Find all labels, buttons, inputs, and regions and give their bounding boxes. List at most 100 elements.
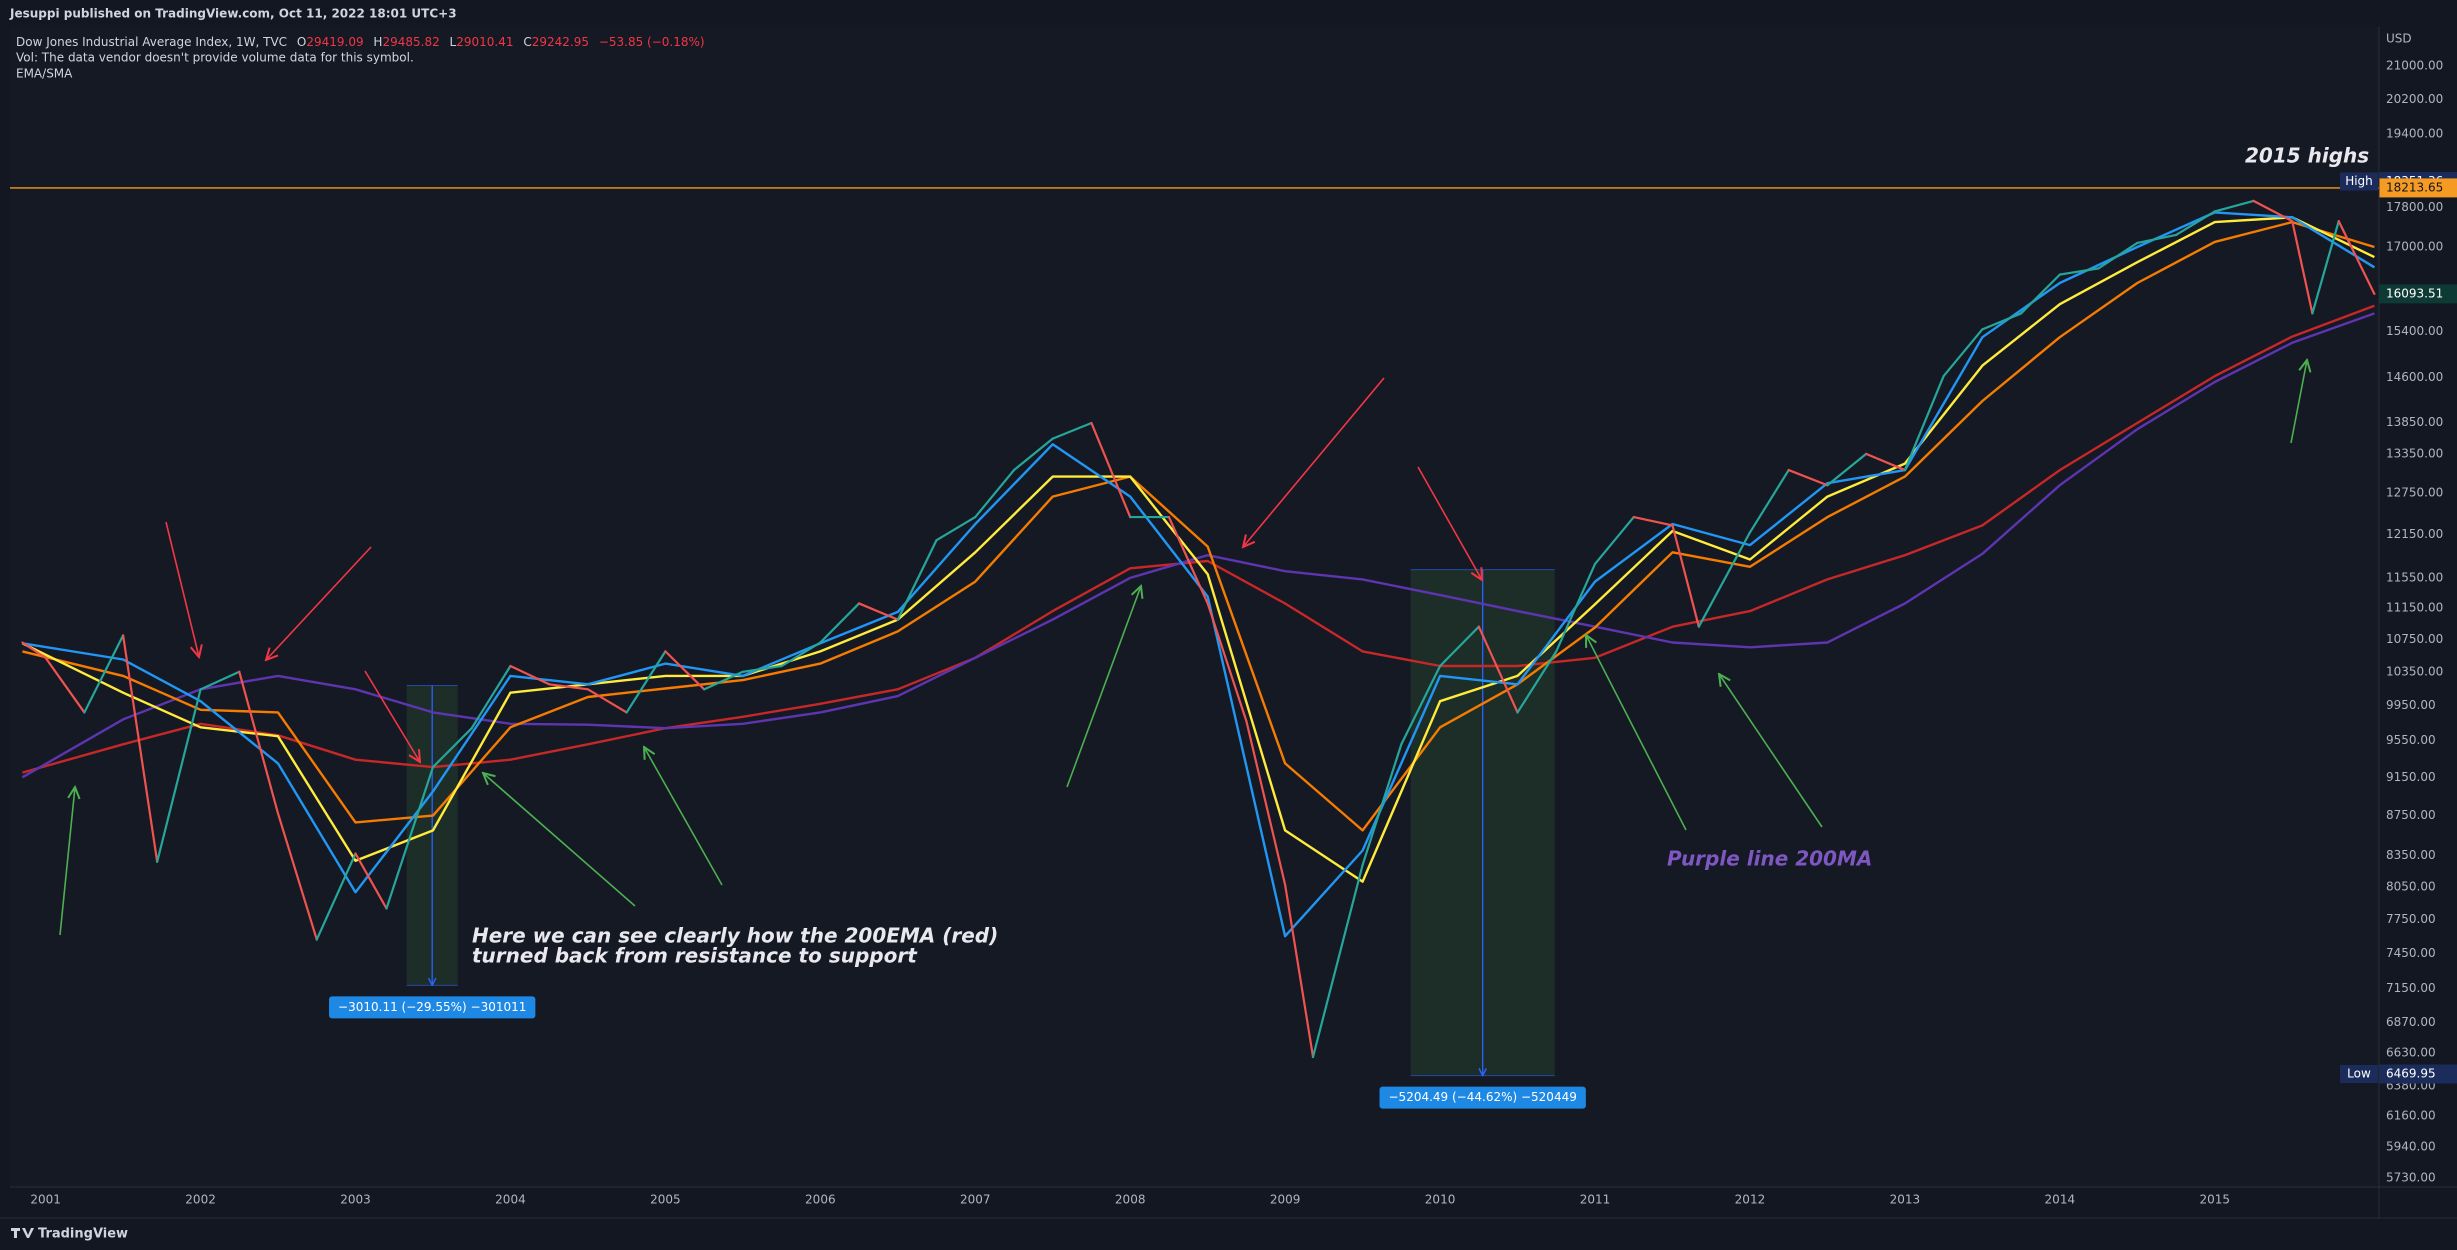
ma-line: [22, 220, 2375, 832]
price-segment: [1671, 524, 1700, 628]
ohlc-value: 29242.95: [532, 35, 589, 49]
price-label-tag: High: [2345, 174, 2373, 188]
price-segment: [1748, 468, 1790, 534]
price-segment: [238, 670, 280, 815]
price-segment: [1206, 602, 1248, 723]
y-tick-label: 21000.00: [2386, 59, 2443, 73]
x-tick-label: 2009: [1270, 1193, 1301, 1207]
measure-label: −5204.49 (−44.62%) −520449: [1389, 1090, 1577, 1104]
price-segment: [819, 602, 861, 644]
y-tick-label: 8050.00: [2386, 879, 2436, 893]
x-tick-label: 2006: [805, 1193, 836, 1207]
indicator: EMA/SMA: [16, 67, 73, 81]
y-tick-label: 6160.00: [2386, 1109, 2436, 1123]
price-segment: [2311, 220, 2340, 315]
x-tick-label: 2015: [2199, 1193, 2230, 1207]
y-tick-label: 7750.00: [2386, 912, 2436, 926]
y-tick-label: 8750.00: [2386, 808, 2436, 822]
price-segment: [857, 602, 899, 621]
x-tick-label: 2010: [1425, 1193, 1456, 1207]
y-tick-label: 12150.00: [2386, 527, 2443, 541]
price-segment: [44, 656, 86, 714]
price-segment: [315, 852, 357, 941]
y-tick-label: 17800.00: [2386, 200, 2443, 214]
x-tick-label: 2001: [30, 1193, 61, 1207]
publisher: Jesuppi published on TradingView.com, Oc…: [9, 7, 457, 21]
price-segment: [385, 765, 435, 910]
price-segment: [625, 650, 667, 714]
arrow: [266, 546, 372, 660]
y-tick-label: 12750.00: [2386, 486, 2443, 500]
arrow: [2290, 360, 2307, 444]
y-tick-label: 15400.00: [2386, 324, 2443, 338]
ma-line: [21, 216, 2375, 883]
price-segment: [83, 634, 125, 714]
y-tick-label: 9550.00: [2386, 733, 2436, 747]
y-tick-label: 14600.00: [2386, 370, 2443, 384]
arrow: [1066, 586, 1141, 788]
price-segment: [2174, 210, 2216, 237]
price-segment: [1981, 312, 2023, 331]
price-segment: [1593, 515, 1635, 566]
volume-note: Vol: The data vendor doesn't provide vol…: [16, 51, 414, 65]
price-segment: [1438, 625, 1480, 668]
arrow: [165, 521, 199, 657]
price-segment: [1516, 650, 1558, 714]
x-tick-label: 2002: [185, 1193, 216, 1207]
ohlc-label: C: [523, 35, 531, 49]
price-segment: [156, 688, 202, 863]
price-label: 16093.51: [2386, 286, 2443, 300]
y-tick-label: 20200.00: [2386, 92, 2443, 106]
price-segment: [470, 664, 512, 730]
ma-line: [21, 312, 2375, 779]
note: Here we can see clearly how the 200EMA (…: [472, 924, 998, 948]
y-tick-label: 7450.00: [2386, 946, 2436, 960]
price-segment: [1903, 374, 1945, 472]
plot-layer: [10, 187, 2379, 1076]
price-segment: [741, 664, 783, 673]
price-segment: [548, 683, 590, 691]
price-label-bg: [2379, 284, 2457, 304]
price-segment: [1826, 452, 1868, 487]
plot-area: [10, 27, 2379, 1187]
price-segment: [2337, 220, 2376, 295]
price-segment: [1311, 863, 1364, 1059]
price-segment: [896, 539, 938, 621]
y-tick-label: 13850.00: [2386, 415, 2443, 429]
price-segment: [1477, 625, 1519, 714]
price-segment: [1051, 421, 1093, 440]
price-segment: [935, 515, 977, 542]
price-segment: [1284, 883, 1315, 1059]
measure-label-bg: [1379, 1086, 1586, 1109]
y-tick-label: 19400.00: [2386, 126, 2443, 140]
price-segment: [2213, 199, 2255, 213]
price-label-tag: Low: [2347, 1067, 2371, 1081]
y-tick-label: 11550.00: [2386, 570, 2443, 584]
arrow: [483, 773, 636, 907]
x-tick-label: 2012: [1735, 1193, 1766, 1207]
y-tick-label: 5940.00: [2386, 1140, 2436, 1154]
price-segment: [2252, 199, 2294, 223]
y-tick-label: 7150.00: [2386, 981, 2436, 995]
arrow: [1586, 635, 1687, 831]
y-tick-label: 6630.00: [2386, 1046, 2436, 1060]
price-label-bg: [2379, 1064, 2457, 1084]
ohlc-label: L: [450, 35, 457, 49]
price-segment: [703, 670, 744, 691]
y-tick-label: 9950.00: [2386, 698, 2436, 712]
y-tick-label: 11150.00: [2386, 601, 2443, 615]
price-segment: [1167, 515, 1209, 605]
price-segment: [2058, 267, 2100, 276]
arrow: [1719, 674, 1823, 828]
y-tick-label: 5730.00: [2386, 1170, 2436, 1184]
x-tick-label: 2005: [650, 1193, 681, 1207]
arrow: [644, 747, 723, 886]
currency: USD: [2386, 32, 2412, 46]
price-label-bg: [2379, 178, 2457, 198]
measure-label-bg: [329, 996, 536, 1019]
price-segment: [2019, 273, 2061, 315]
change: −53.85 (−0.18%): [599, 35, 705, 49]
price-segment: [2291, 220, 2314, 315]
price-segment: [21, 641, 47, 659]
price-segment: [1090, 421, 1132, 519]
